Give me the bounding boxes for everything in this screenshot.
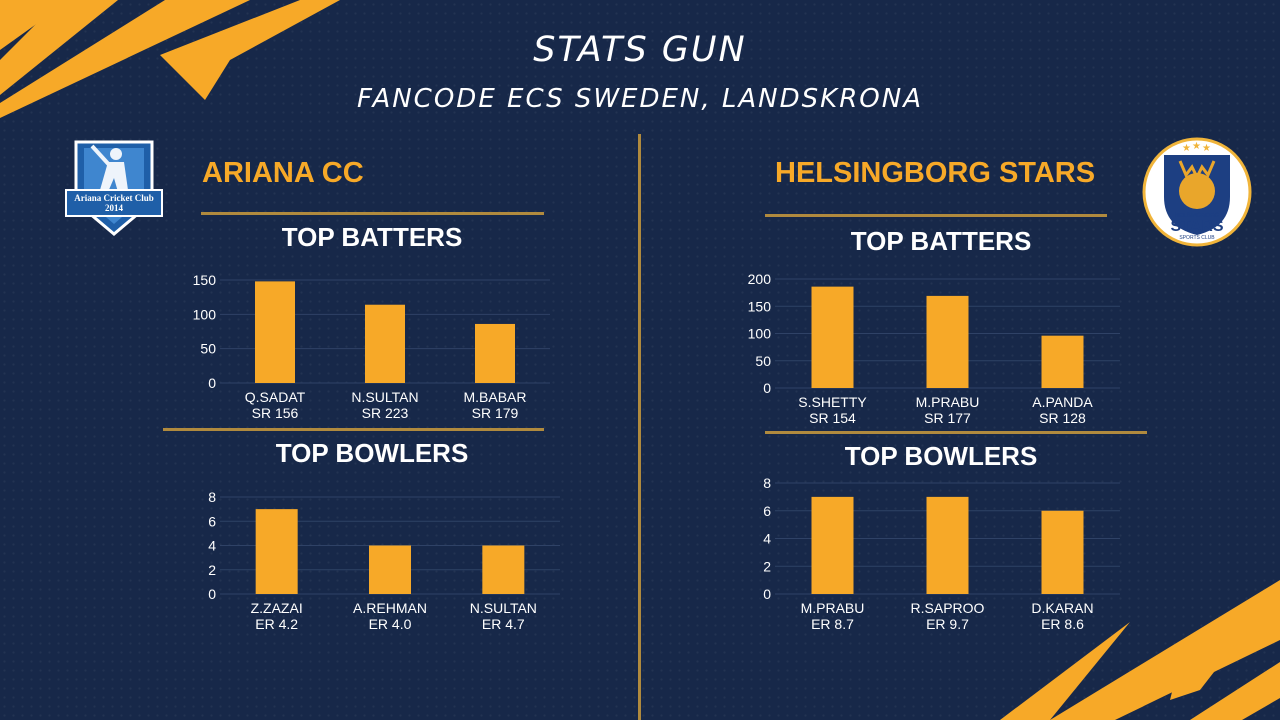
x-category-sublabel: SR 156 — [252, 405, 299, 421]
y-tick-label: 0 — [208, 375, 216, 391]
x-category-sublabel: SR 179 — [472, 405, 519, 421]
ariana-cc-logo: Ariana Cricket Club 2014 — [62, 132, 166, 238]
x-category-sublabel: ER 9.7 — [926, 616, 969, 632]
y-tick-label: 0 — [763, 586, 771, 602]
team-name-right: HELSINGBORG STARS — [775, 157, 1096, 189]
bar-d-karan — [1041, 510, 1084, 594]
y-tick-label: 0 — [763, 380, 771, 396]
stars-logo-main-text: STARS — [1170, 218, 1224, 235]
y-tick-label: 2 — [763, 558, 771, 574]
svg-text:★: ★ — [1182, 143, 1191, 154]
y-tick-label: 4 — [208, 538, 216, 554]
x-category-label: N.SULTAN — [470, 600, 537, 616]
page-subtitle: FANCODE ECS SWEDEN, LANDSKRONA — [357, 84, 923, 114]
y-tick-label: 6 — [208, 513, 216, 529]
stars-logo-top-text: HELSINGBORG — [1174, 213, 1220, 219]
helsingborg-stars-logo: ★ ★ ★ HELSINGBORG STARS SPORTS CLUB — [1142, 137, 1252, 247]
y-tick-label: 150 — [748, 298, 772, 314]
y-tick-label: 4 — [763, 531, 771, 547]
x-category-label: M.PRABU — [916, 394, 980, 410]
x-category-sublabel: SR 154 — [809, 410, 856, 426]
bar-n-sultan — [482, 545, 525, 594]
y-tick-label: 8 — [208, 489, 216, 505]
x-category-sublabel: ER 8.6 — [1041, 616, 1084, 632]
x-category-label: A.REHMAN — [353, 600, 427, 616]
x-category-sublabel: ER 4.2 — [255, 616, 298, 632]
center-divider — [638, 134, 641, 720]
bar-n-sultan — [365, 304, 405, 383]
bar-s-shetty — [811, 286, 854, 388]
x-category-label: Z.ZAZAI — [251, 600, 303, 616]
y-tick-label: 150 — [193, 272, 217, 288]
left-mid-rule — [163, 428, 544, 431]
bar-z-zazai — [255, 509, 298, 594]
svg-text:★: ★ — [1192, 141, 1201, 152]
stars-logo-bottom-text: SPORTS CLUB — [1179, 235, 1215, 241]
team-name-left: ARIANA CC — [202, 157, 364, 189]
x-category-sublabel: SR 128 — [1039, 410, 1086, 426]
y-tick-label: 50 — [755, 353, 771, 369]
x-category-sublabel: ER 4.7 — [482, 616, 525, 632]
bar-m-prabu — [811, 496, 854, 594]
x-category-label: S.SHETTY — [798, 394, 867, 410]
right-bowlers-heading: TOP BOWLERS — [844, 441, 1038, 471]
x-category-label: M.PRABU — [801, 600, 865, 616]
svg-text:★: ★ — [1202, 143, 1211, 154]
x-category-sublabel: ER 4.0 — [369, 616, 412, 632]
bar-a-rehman — [369, 545, 411, 594]
y-tick-label: 50 — [200, 341, 216, 357]
page-title: STATS GUN — [533, 30, 747, 70]
x-category-label: A.PANDA — [1032, 394, 1093, 410]
y-tick-label: 0 — [208, 586, 216, 602]
bar-q-sadat — [255, 281, 295, 383]
x-category-label: Q.SADAT — [245, 389, 306, 405]
x-category-label: M.BABAR — [463, 389, 526, 405]
right-batters-heading: TOP BATTERS — [850, 226, 1032, 256]
x-category-label: N.SULTAN — [351, 389, 418, 405]
left-bowlers-heading: TOP BOWLERS — [275, 438, 469, 468]
left-batters-heading: TOP BATTERS — [281, 222, 463, 252]
y-tick-label: 100 — [193, 306, 217, 322]
ariana-logo-line1: Ariana Cricket Club — [74, 193, 154, 203]
x-category-sublabel: SR 177 — [924, 410, 971, 426]
y-tick-label: 100 — [748, 326, 772, 342]
bar-m-prabu — [926, 295, 969, 388]
right-mid-rule — [765, 431, 1147, 434]
y-tick-label: 200 — [748, 271, 772, 287]
x-category-sublabel: SR 223 — [362, 405, 409, 421]
y-tick-label: 8 — [763, 476, 771, 491]
bar-m-babar — [475, 323, 515, 383]
x-category-label: D.KARAN — [1031, 600, 1093, 616]
y-tick-label: 6 — [763, 503, 771, 519]
bar-r-saproo — [926, 496, 969, 594]
ariana-logo-line2: 2014 — [105, 203, 123, 213]
right-header-rule — [765, 214, 1107, 217]
x-category-sublabel: ER 8.7 — [811, 616, 854, 632]
bar-a-panda — [1041, 335, 1084, 388]
y-tick-label: 2 — [208, 562, 216, 578]
ariana-logo-text: Ariana Cricket Club 2014 — [66, 193, 162, 213]
x-category-label: R.SAPROO — [911, 600, 985, 616]
left-header-rule — [201, 212, 544, 215]
